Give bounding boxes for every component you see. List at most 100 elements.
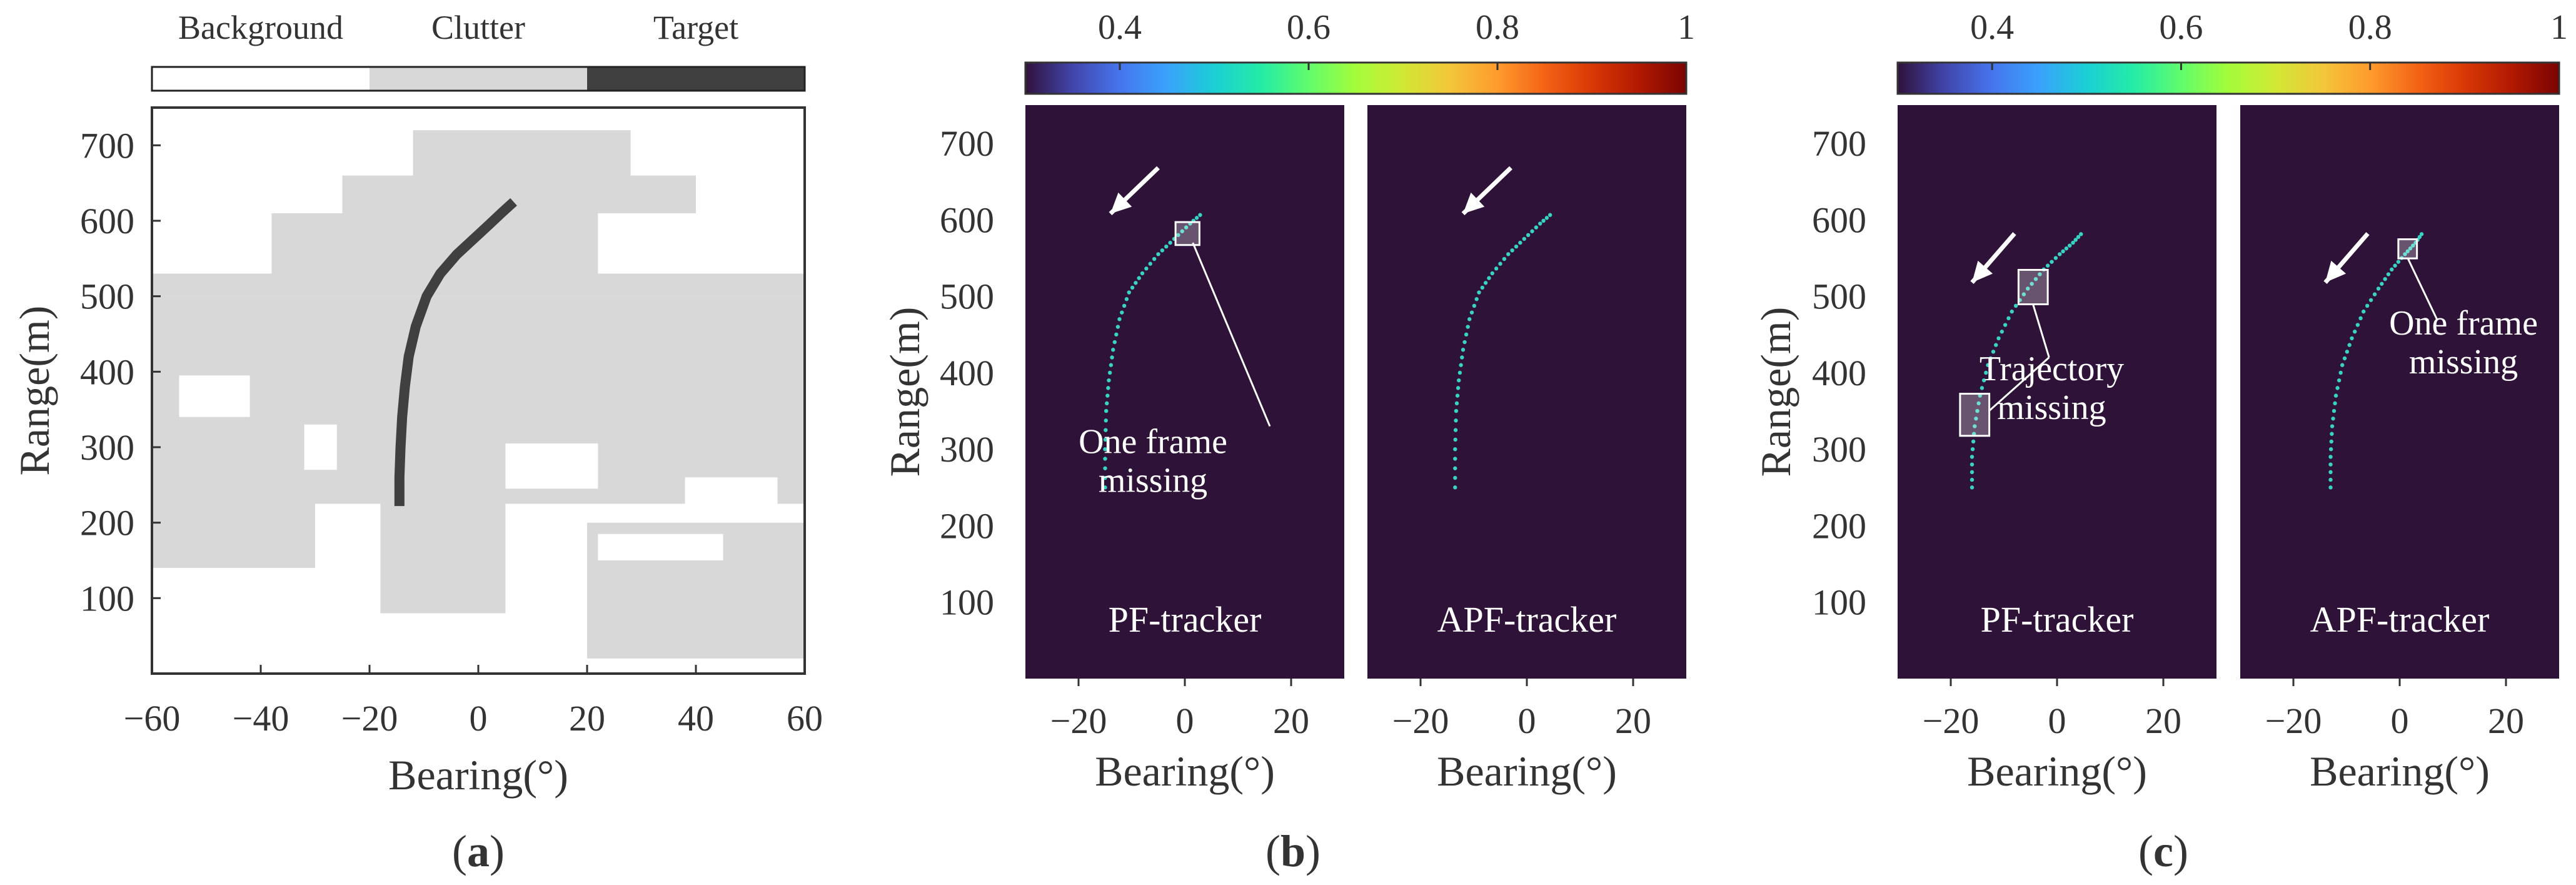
panel-c-sub1-track-point bbox=[2332, 408, 2337, 413]
panel-c-sub0-track-point bbox=[1973, 424, 1977, 428]
panel-b-ytick-label-4: 500 bbox=[940, 276, 994, 317]
panel-c-sub0-missing-box-1 bbox=[1959, 393, 1991, 437]
panel-b-sub1-track-point bbox=[1534, 225, 1539, 230]
panel-c-sub0-title: PF-tracker bbox=[1981, 599, 2134, 640]
panel-c-sub1-annotation-line-1: missing bbox=[2409, 343, 2518, 382]
panel-c-sub1-track-point bbox=[2337, 378, 2342, 383]
panel-b-sub0-xlabel: Bearing(°) bbox=[1095, 747, 1275, 795]
panel-b-colorbar-tick-label-0: 0.4 bbox=[1098, 8, 1142, 47]
panel-c-sub0-track-point bbox=[2038, 272, 2042, 276]
panel-a-xtick-label-6: 60 bbox=[787, 698, 823, 739]
panel-a-ytick-label-0: 100 bbox=[80, 578, 134, 619]
panel-c-colorbar-tick-label-2: 0.8 bbox=[2348, 8, 2392, 47]
panel-c-sub0-annotation-line-1: missing bbox=[1997, 388, 2106, 427]
panel-c-sub0-annotation-pointer-1 bbox=[1988, 357, 2050, 412]
background-hole-4 bbox=[195, 583, 272, 614]
panel-a-caption-open: ( bbox=[452, 826, 467, 876]
panel-c-sub0-track-point bbox=[2033, 276, 2038, 281]
target-track bbox=[394, 198, 517, 507]
panel-c-caption-open: ( bbox=[2138, 826, 2153, 876]
panel-a-ytick-label-3: 400 bbox=[80, 351, 134, 392]
panel-c-ytick-label-1: 200 bbox=[1812, 505, 1866, 546]
panel-b-sub0-title: PF-tracker bbox=[1109, 599, 1262, 640]
panel-c-sub1-track-point bbox=[2386, 272, 2391, 276]
panel-c-sub1-track-point bbox=[2352, 330, 2357, 334]
panel-b-sub1-track-point bbox=[1538, 221, 1542, 226]
panel-c-sub0-missing-box-0 bbox=[2017, 268, 2049, 306]
panel-c-sub0-motion-arrowhead bbox=[1972, 260, 1993, 283]
panel-b-sub0-missing-box-0 bbox=[1174, 221, 1200, 246]
panel-b-sub1-track-point bbox=[1494, 266, 1499, 271]
panel-c-sub0-track-point bbox=[2010, 309, 2014, 314]
panel-b-sub0-track-point bbox=[1122, 303, 1127, 308]
panel-b-sub1-track-point bbox=[1522, 236, 1526, 241]
panel-c-sub0-xlabel: Bearing(°) bbox=[1967, 747, 2147, 795]
panel-b-sub1-track-point bbox=[1487, 276, 1491, 280]
panel-b-sub1-track-point bbox=[1462, 340, 1467, 345]
panel-c-sub0-xtick-label-1: 0 bbox=[2048, 700, 2066, 741]
panel-c-caption-letter: c bbox=[2153, 826, 2173, 876]
panel-b-sub0-track-point bbox=[1156, 252, 1160, 256]
panel-c-sub1-track-point bbox=[2329, 439, 2333, 444]
panel-a-caption-letter: a bbox=[467, 826, 490, 876]
panel-c-caption: (c) bbox=[2138, 826, 2188, 876]
panel-b-sub0-track-point bbox=[1114, 332, 1119, 336]
panel-b-caption-letter: b bbox=[1280, 826, 1306, 876]
panel-b-sub0-track-point bbox=[1130, 285, 1135, 290]
panel-c-sub1-track-point bbox=[2390, 267, 2394, 272]
panel-c-ytick-label-5: 600 bbox=[1812, 200, 1866, 240]
panel-b-sub0-track-point bbox=[1176, 233, 1180, 238]
panel-b-sub1-track-point bbox=[1453, 457, 1457, 461]
legend-label-1: Clutter bbox=[431, 9, 525, 46]
panel-b-caption: (b) bbox=[1265, 826, 1321, 876]
panel-c-sub1-track-point bbox=[2345, 350, 2350, 354]
panel-c-sub0-track-point bbox=[1988, 356, 1993, 361]
panel-a-ytick-label-4: 500 bbox=[80, 276, 134, 317]
panel-c-sub0-track-point bbox=[1970, 462, 1975, 467]
clutter-region-3 bbox=[342, 175, 696, 213]
panel-c-sub1-track-point bbox=[2328, 447, 2333, 452]
panel-c-sub1-track-point bbox=[2405, 249, 2410, 254]
panel-c-sub1-track-point bbox=[2411, 243, 2415, 248]
panel-b-sub1-track-point bbox=[1502, 256, 1507, 261]
legend-label-2: Target bbox=[653, 9, 738, 46]
panel-c-sub0-track-point bbox=[1994, 343, 1998, 347]
panel-b-sub0-track-point bbox=[1104, 428, 1108, 432]
panel-c-sub1-track-point bbox=[2417, 235, 2422, 240]
panel-b-sub0-track-point bbox=[1109, 363, 1114, 367]
panel-b-sub0-track-point bbox=[1104, 408, 1109, 413]
panel-b-sub1-track-point bbox=[1510, 248, 1514, 253]
panel-a-ytick-label-5: 600 bbox=[80, 201, 134, 241]
panel-b-sub0-track-point bbox=[1105, 393, 1110, 398]
panel-c-sub1-xtick-label-2: 20 bbox=[2488, 700, 2524, 741]
panel-b-sub0-track-point bbox=[1144, 266, 1149, 271]
panel-b-sub1-track-point bbox=[1460, 355, 1464, 360]
legend-swatch-0 bbox=[152, 67, 370, 91]
panel-b-sub1-track-point bbox=[1454, 418, 1458, 423]
panel-c-sub0-track-point bbox=[1984, 370, 1988, 375]
panel-c-sub1-track-point bbox=[2403, 252, 2407, 256]
panel-c-sub0-track-point bbox=[1996, 336, 2001, 341]
panel-b-ytick-label-1: 200 bbox=[940, 505, 994, 546]
panel-c-sub1-track-point bbox=[2396, 260, 2401, 264]
panel-b-sub1-track-point bbox=[1466, 325, 1470, 329]
panel-c-sub1-title: APF-tracker bbox=[2310, 599, 2490, 640]
panel-c-sub1-xtick-label-1: 0 bbox=[2391, 700, 2409, 741]
panel-b-sub1-track-point bbox=[1454, 408, 1459, 413]
panel-c-sub1-track-point bbox=[2328, 462, 2333, 467]
panel-b-sub1-track-point bbox=[1456, 386, 1461, 390]
panel-b-sub0-track-point bbox=[1124, 297, 1129, 301]
panel-a-caption: (a) bbox=[452, 826, 505, 876]
panel-b-sub0-motion-arrowhead bbox=[1110, 192, 1132, 214]
panel-c-sub1-track-point bbox=[2335, 386, 2340, 390]
panel-c-sub1-annotation-line-0: One frame bbox=[2389, 304, 2538, 343]
panel-c-sub0-track-point bbox=[1981, 378, 1986, 383]
panel-c-caption-close: ) bbox=[2173, 826, 2188, 876]
panel-b-sub1-track-point bbox=[1514, 244, 1519, 249]
panel-b-sub0-track-point bbox=[1164, 244, 1169, 249]
panel-b-sub0-track-point bbox=[1103, 485, 1107, 490]
panel-b-sub0-track-point bbox=[1110, 355, 1114, 360]
panel-c-sub1-track-point bbox=[2330, 432, 2334, 436]
background-hole-2 bbox=[505, 443, 598, 489]
